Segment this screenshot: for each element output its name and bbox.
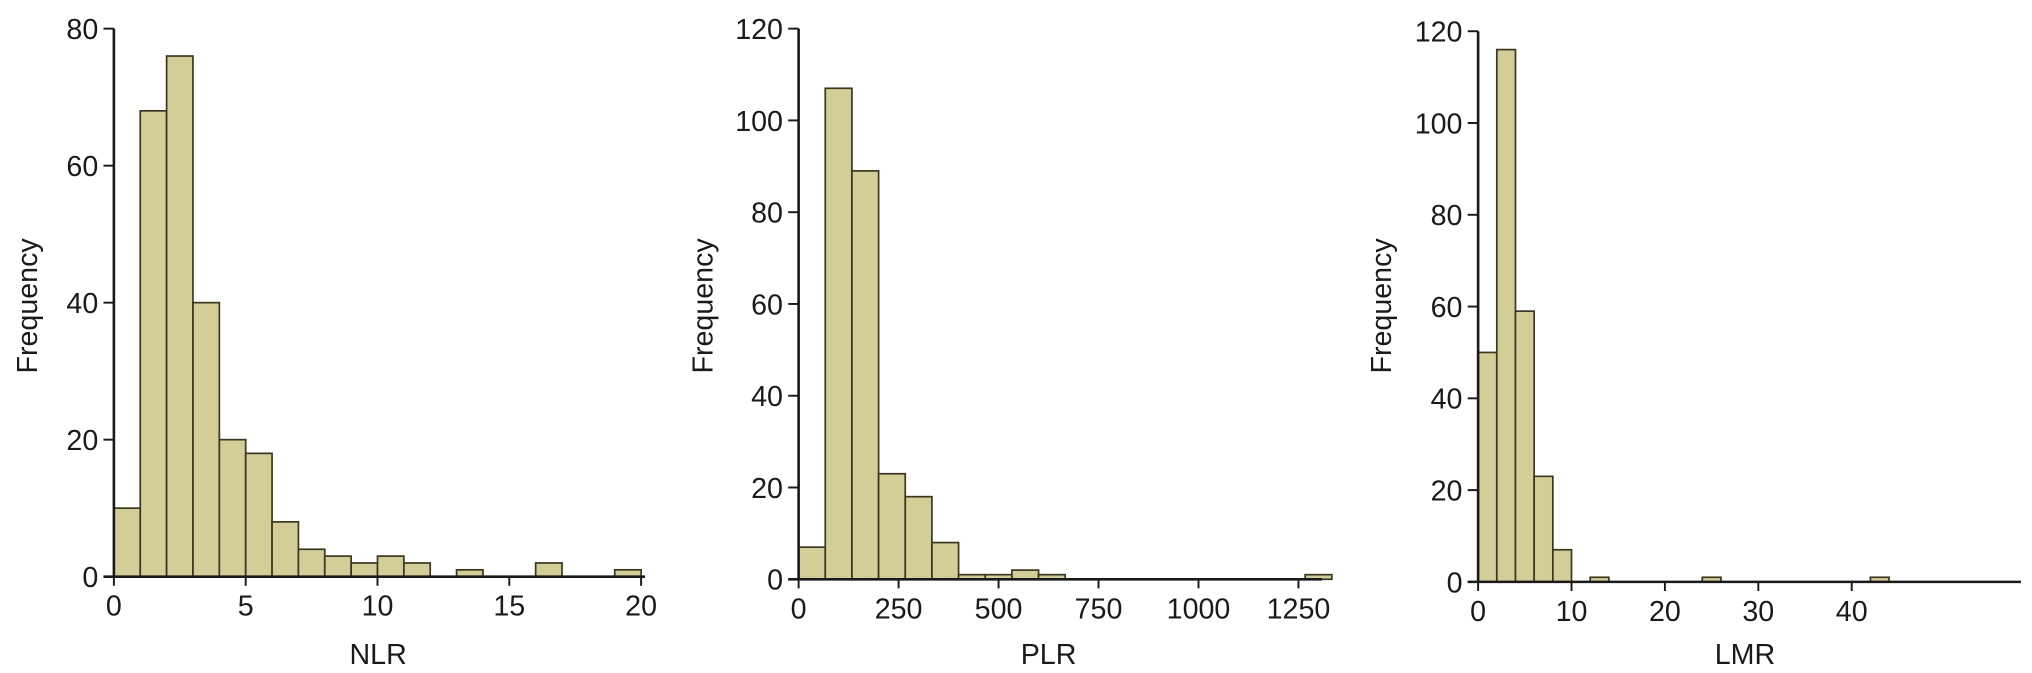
panel-plr: PLR Frequency 0 250 500 750 1000 1250 0 20 40 60 8… [688, 14, 1333, 671]
panel-nlr: NLR Frequency 0 5 10 15 20 0 20 40 60 80 [12, 14, 657, 671]
x-tick-label: 40 [1836, 596, 1868, 628]
histogram-bar [113, 507, 142, 578]
histogram-bar [1514, 310, 1536, 583]
histogram-bar [271, 521, 300, 578]
x-tick-label: 15 [493, 591, 525, 623]
y-tick-label: 40 [66, 288, 98, 320]
histogram-bar [192, 301, 221, 578]
x-tick-label: 10 [362, 591, 394, 623]
y-tick-label: 0 [767, 565, 783, 597]
y-axis-label: Frequency [1366, 238, 1398, 374]
histogram-bar [1551, 548, 1573, 583]
y-tick-label: 20 [1431, 476, 1463, 508]
y-tick-label: 0 [1447, 567, 1463, 599]
x-tick-label: 10 [1556, 596, 1588, 628]
y-tick-label: 80 [66, 14, 98, 46]
histogram-bar [1533, 475, 1554, 583]
histogram-bar [218, 438, 247, 578]
y-tick-label: 60 [751, 289, 783, 321]
x-tick-label: 1000 [1167, 593, 1231, 625]
x-tick-label: 250 [875, 593, 923, 625]
x-tick-label: 20 [1649, 596, 1681, 628]
x-tick-label: 500 [975, 593, 1023, 625]
histogram-bar [297, 548, 326, 578]
y-tick-label: 120 [1415, 17, 1463, 49]
y-tick-label: 80 [751, 198, 783, 230]
x-tick-label: 5 [238, 591, 254, 623]
x-tick-label: 0 [791, 593, 807, 625]
y-axis-label: Frequency [688, 238, 720, 374]
x-axis-label: NLR [350, 639, 407, 671]
x-tick-label: 750 [1075, 593, 1123, 625]
histogram-bar [877, 472, 907, 581]
x-tick-label: 20 [625, 591, 657, 623]
x-tick-label: 0 [1470, 596, 1486, 628]
histogram-bar [403, 562, 432, 578]
histogram-bar [797, 546, 827, 581]
histogram-bar [1477, 351, 1498, 583]
histogram-bar [1495, 48, 1517, 583]
histogram-bar [165, 55, 194, 578]
x-axis-label: PLR [1021, 639, 1077, 671]
histogram-bar [534, 562, 563, 578]
histogram-bar [323, 555, 352, 578]
histogram-bar [1011, 569, 1040, 581]
histogram-bar [851, 170, 880, 581]
y-tick-label: 120 [735, 14, 783, 46]
x-tick-label: 30 [1742, 596, 1774, 628]
x-axis-label: LMR [1715, 639, 1775, 671]
histogram-bar [350, 562, 379, 578]
y-tick-label: 80 [1431, 200, 1463, 232]
histogram-bar [139, 109, 168, 578]
x-tick-label: 0 [106, 591, 122, 623]
histogram-bar [244, 452, 273, 578]
histogram-bar [904, 495, 933, 581]
histogram-bar [824, 87, 853, 581]
y-tick-label: 60 [66, 151, 98, 183]
y-tick-label: 60 [1431, 292, 1463, 324]
y-tick-label: 20 [66, 425, 98, 457]
y-tick-label: 100 [1415, 108, 1463, 140]
x-tick-label: 1250 [1267, 593, 1331, 625]
y-tick-label: 100 [735, 106, 783, 138]
histogram-bar [931, 541, 960, 581]
y-tick-label: 40 [1431, 384, 1463, 416]
panel-lmr: LMR Frequency 0 10 20 30 40 0 20 40 60 80 100 120 [1366, 17, 2021, 671]
y-tick-label: 40 [751, 381, 783, 413]
y-tick-label: 20 [751, 473, 783, 505]
histogram-bar [376, 555, 405, 578]
y-axis-label: Frequency [12, 238, 44, 374]
y-tick-label: 0 [82, 562, 98, 594]
